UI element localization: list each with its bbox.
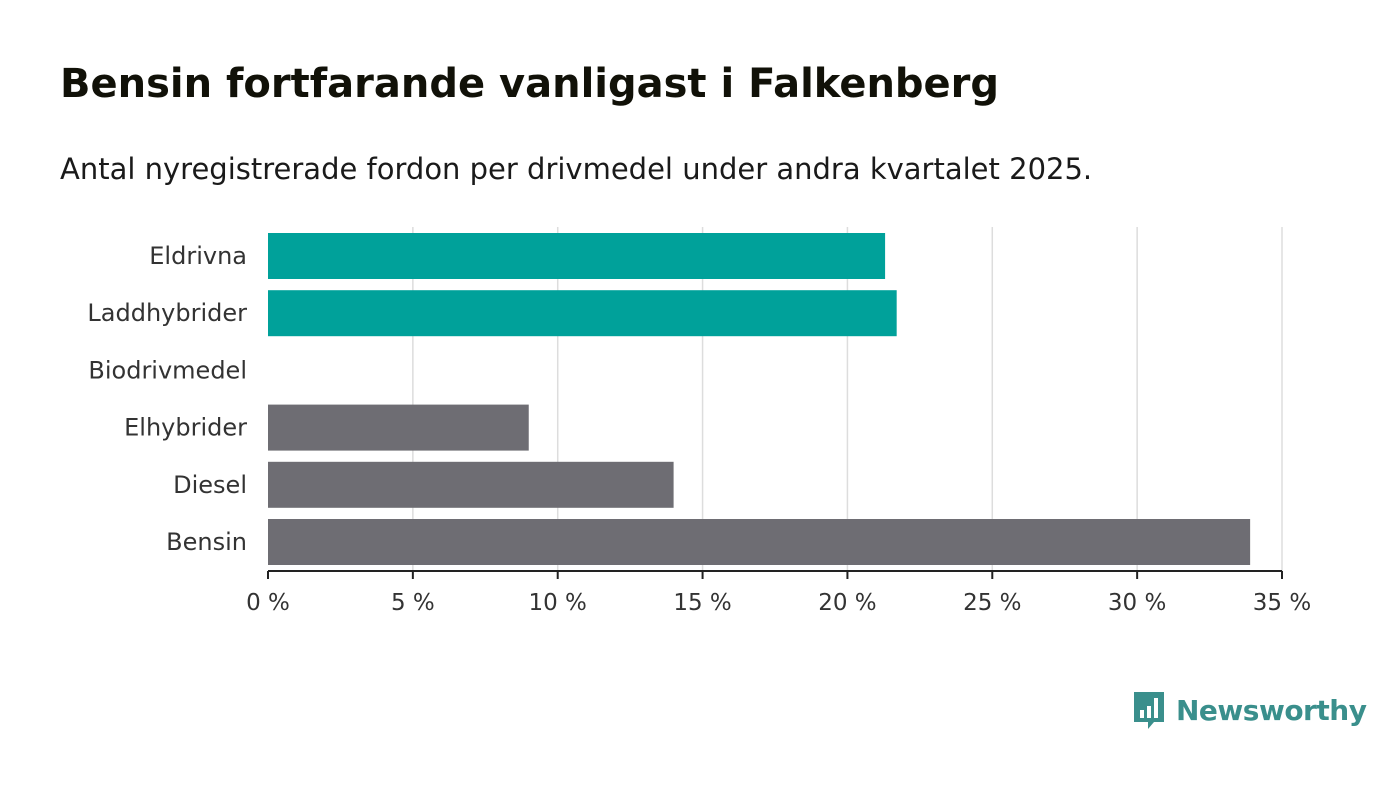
grid-lines [412,227,1283,571]
bar-diesel [268,461,674,508]
category-label: Biodrivmedel [88,356,247,384]
x-tick-label: 30 % [1108,590,1166,616]
x-tick-label: 35 % [1253,590,1311,616]
x-axis: 0 % 5 % 10 % 15 % 20 % 25 % 30 % 35 % [246,570,1311,616]
bar-bensin [268,519,1251,565]
bar-laddhybrider [268,290,897,337]
category-label: Diesel [173,471,247,499]
bar-chart-speech-bubble-icon [1134,692,1164,729]
x-tick-label: 5 % [391,590,435,616]
category-label: Bensin [166,528,247,556]
category-labels: Eldrivna Laddhybrider Biodrivmedel Elhybrid… [87,242,247,556]
x-tick-label: 25 % [963,590,1021,616]
bar-elhybrider [268,404,529,451]
chart-subtitle: Antal nyregistrerade fordon per drivmede… [60,152,1093,186]
brand-name: Newsworthy [1176,693,1367,727]
bars [268,233,1251,565]
chart-title: Bensin fortfarande vanligast i Falkenber… [60,61,1000,107]
x-tick-label: 20 % [818,590,876,616]
newsworthy-logo: Newsworthy [1132,690,1367,730]
x-tick-label: 15 % [673,590,731,616]
x-tick-label: 10 % [528,590,586,616]
category-label: Elhybrider [124,414,247,442]
x-tick-label: 0 % [246,590,290,616]
bar-eldrivna [268,233,886,279]
category-label: Laddhybrider [87,299,247,327]
category-label: Eldrivna [149,242,247,270]
